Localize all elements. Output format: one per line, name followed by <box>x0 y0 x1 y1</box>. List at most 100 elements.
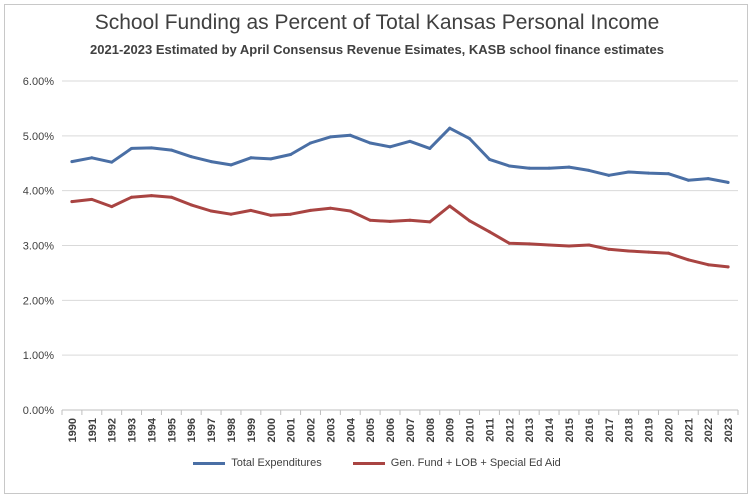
data-point <box>607 173 611 177</box>
data-point <box>567 244 571 248</box>
legend-item-total-expenditures: Total Expenditures <box>193 457 322 469</box>
x-tick-label: 1993 <box>127 418 139 442</box>
data-point <box>348 209 352 213</box>
data-point <box>627 249 631 253</box>
x-tick-label: 2014 <box>544 417 556 442</box>
data-point <box>587 243 591 247</box>
series-lines <box>70 126 730 269</box>
x-tick-label: 1991 <box>87 418 99 442</box>
data-point <box>487 157 491 161</box>
x-tick-label: 2016 <box>584 418 596 442</box>
data-point <box>368 218 372 222</box>
data-point <box>229 163 233 167</box>
data-point <box>189 155 193 159</box>
x-tick-label: 2020 <box>663 418 675 442</box>
x-tick-label: 1995 <box>166 418 178 442</box>
y-tick-label: 4.00% <box>23 186 54 198</box>
data-point <box>726 180 730 184</box>
x-tick-label: 1997 <box>206 418 218 442</box>
data-point <box>408 139 412 143</box>
data-point <box>448 204 452 208</box>
y-tick-labels: 0.00% 1.00% 2.00% 3.00% 4.00% 5.00% 6.00% <box>23 76 54 417</box>
x-tick-label: 2009 <box>445 418 457 442</box>
legend-item-gen-fund: Gen. Fund + LOB + Special Ed Aid <box>352 457 561 469</box>
x-tick-label: 2002 <box>306 418 318 442</box>
data-point <box>328 135 332 139</box>
x-tick-label: 2022 <box>703 418 715 442</box>
data-point <box>587 168 591 172</box>
data-point <box>428 220 432 224</box>
data-point <box>130 146 134 150</box>
data-point <box>309 141 313 145</box>
x-tick-label: 2000 <box>266 418 278 442</box>
y-tick-label: 6.00% <box>23 76 54 88</box>
data-point <box>249 156 253 160</box>
data-point <box>547 166 551 170</box>
data-point <box>289 152 293 156</box>
data-point <box>110 205 114 209</box>
data-point <box>547 243 551 247</box>
data-point <box>686 258 690 262</box>
x-tick-label: 2008 <box>425 418 437 442</box>
data-point <box>686 178 690 182</box>
grid-lines <box>62 80 738 356</box>
x-tick-label: 2001 <box>286 418 298 442</box>
data-point <box>70 200 74 204</box>
legend-label-gen-fund: Gen. Fund + LOB + Special Ed Aid <box>390 457 561 469</box>
y-tick-label: 3.00% <box>23 241 54 253</box>
data-point <box>209 209 213 213</box>
data-point <box>527 242 531 246</box>
y-tick-label: 0.00% <box>23 405 54 417</box>
data-point <box>309 208 313 212</box>
x-tick-label: 2017 <box>604 418 616 442</box>
x-tick-label: 2010 <box>465 418 477 442</box>
data-point <box>507 164 511 168</box>
x-tick-label: 2018 <box>624 418 636 442</box>
legend-swatch-gen-fund <box>352 461 385 465</box>
chart-subtitle: 2021-2023 Estimated by April Consensus R… <box>90 42 664 57</box>
y-tick-label: 2.00% <box>23 295 54 307</box>
data-point <box>388 145 392 149</box>
y-tick-label: 5.00% <box>23 131 54 143</box>
x-tick-label: 2006 <box>385 418 397 442</box>
data-point <box>507 241 511 245</box>
data-point <box>666 172 670 176</box>
data-point <box>70 160 74 164</box>
data-point <box>328 206 332 210</box>
x-tick-label: 1999 <box>246 418 258 442</box>
x-tick-label: 2023 <box>723 418 735 442</box>
data-point <box>169 195 173 199</box>
x-tick-label: 2007 <box>405 418 417 442</box>
data-point <box>110 160 114 164</box>
data-point <box>149 146 153 150</box>
data-point <box>567 165 571 169</box>
data-point <box>249 208 253 212</box>
x-tick-label: 2019 <box>644 418 656 442</box>
x-tick-label: 2004 <box>345 417 357 442</box>
data-point <box>90 156 94 160</box>
data-point <box>468 219 472 223</box>
x-tick-label: 1994 <box>146 417 158 442</box>
data-point <box>468 137 472 141</box>
data-point <box>448 126 452 130</box>
axes <box>61 409 739 415</box>
data-point <box>149 194 153 198</box>
data-point <box>348 133 352 137</box>
data-point <box>269 213 273 217</box>
x-tick-label: 1998 <box>226 418 238 442</box>
data-point <box>209 160 213 164</box>
data-point <box>726 265 730 269</box>
data-point <box>428 146 432 150</box>
data-point <box>408 218 412 222</box>
data-point <box>388 219 392 223</box>
x-tick-label: 2003 <box>325 418 337 442</box>
legend: Total Expenditures Gen. Fund + LOB + Spe… <box>0 457 754 469</box>
data-point <box>189 203 193 207</box>
data-point <box>130 195 134 199</box>
x-tick-label: 2005 <box>365 418 377 442</box>
data-point <box>607 247 611 251</box>
data-point <box>647 171 651 175</box>
series-line-0 <box>70 126 730 184</box>
x-tick-label: 2012 <box>504 418 516 442</box>
